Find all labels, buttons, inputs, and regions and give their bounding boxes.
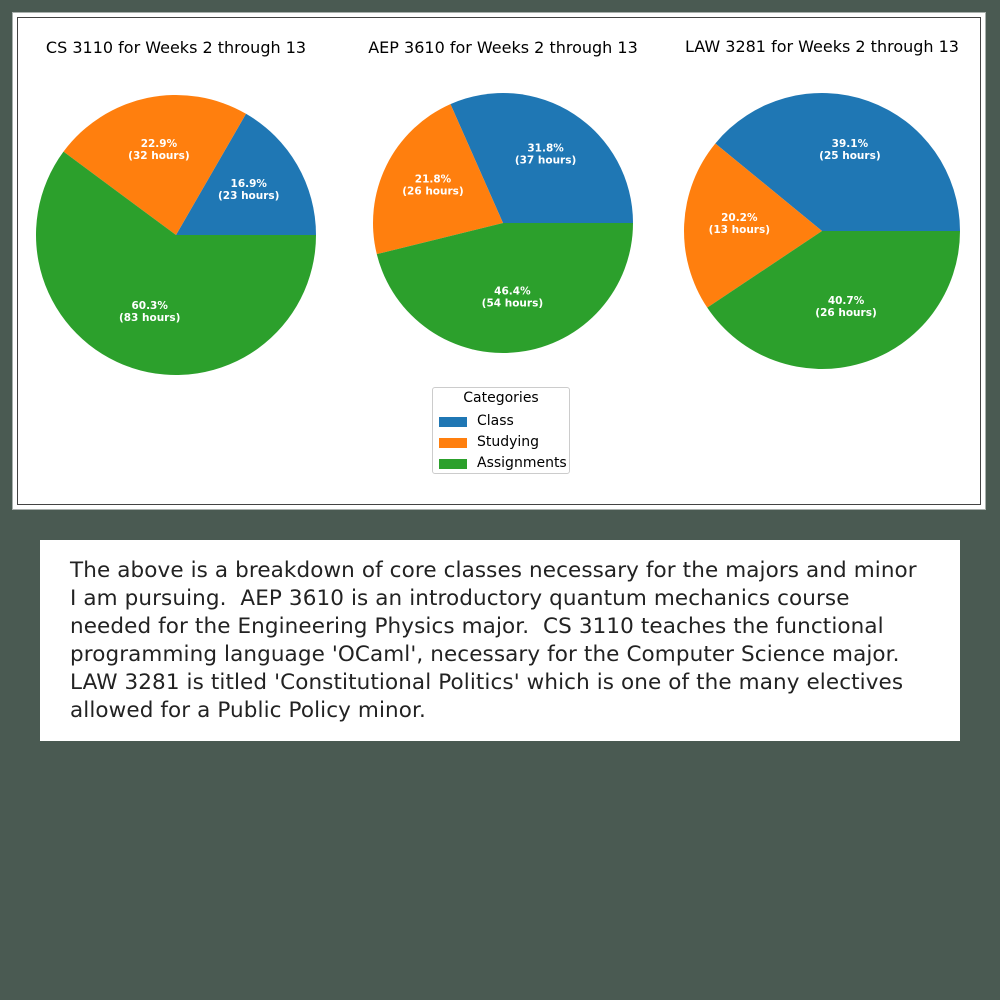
pie-slice-assignments xyxy=(376,223,633,353)
legend-swatch-studying xyxy=(439,438,467,448)
slice-label-class: 39.1% (25 hours) xyxy=(819,138,880,162)
slice-percent-label: 39.1% xyxy=(832,138,869,150)
pie-chart-title: AEP 3610 for Weeks 2 through 13 xyxy=(368,38,638,57)
pie-chart-1: 16.9% (23 hours) 22.9% (32 hours) 60.3% (83 h… xyxy=(35,38,316,375)
slice-percent-label: 31.8% xyxy=(527,143,564,155)
pie-chart-title: LAW 3281 for Weeks 2 through 13 xyxy=(685,37,959,56)
legend: Categories Class Studying Assignments xyxy=(432,387,570,474)
slice-percent-label: 16.9% xyxy=(231,178,268,190)
legend-swatch-class xyxy=(439,417,467,427)
legend-label-assignments: Assignments xyxy=(477,455,567,471)
slice-hours-label: (23 hours) xyxy=(218,190,279,202)
pie-chart-3: 39.1% (25 hours) 20.2% (13 hours) 40.7% (26 h… xyxy=(684,37,960,370)
slice-label-assignments: 46.4% (54 hours) xyxy=(482,285,543,309)
slice-percent-label: 60.3% xyxy=(131,300,168,312)
slice-label-class: 16.9% (23 hours) xyxy=(218,178,279,202)
pie-slice-class xyxy=(715,93,960,231)
slice-hours-label: (54 hours) xyxy=(482,297,543,309)
pie-slice-studying xyxy=(373,104,503,255)
pie-slice-class xyxy=(176,113,316,235)
pie-slice-studying xyxy=(63,95,247,235)
slice-label-studying: 20.2% (13 hours) xyxy=(709,212,770,236)
pie-slice-assignments xyxy=(707,231,960,370)
slice-hours-label: (26 hours) xyxy=(402,186,463,198)
slice-hours-label: (37 hours) xyxy=(515,155,576,167)
slice-label-studying: 21.8% (26 hours) xyxy=(402,174,463,198)
slice-label-assignments: 60.3% (83 hours) xyxy=(119,300,180,324)
slice-hours-label: (13 hours) xyxy=(709,224,770,236)
slice-percent-label: 46.4% xyxy=(494,285,531,297)
legend-label-studying: Studying xyxy=(477,434,540,450)
slice-percent-label: 20.2% xyxy=(721,212,758,224)
legend-title: Categories xyxy=(463,390,539,406)
pie-chart-title: CS 3110 for Weeks 2 through 13 xyxy=(46,38,306,57)
pie-slice-assignments xyxy=(35,151,316,375)
slice-label-class: 31.8% (37 hours) xyxy=(515,143,576,167)
pie-slice-studying xyxy=(684,143,822,308)
slice-hours-label: (26 hours) xyxy=(815,307,876,319)
slice-hours-label: (83 hours) xyxy=(119,312,180,324)
pie-charts-svg: 16.9% (23 hours) 22.9% (32 hours) 60.3% (83 h… xyxy=(35,37,960,375)
slice-percent-label: 21.8% xyxy=(415,174,452,186)
caption-text: The above is a breakdown of core classes… xyxy=(70,558,917,723)
slice-hours-label: (32 hours) xyxy=(128,150,189,162)
slice-hours-label: (25 hours) xyxy=(819,150,880,162)
legend-swatch-assignments xyxy=(439,459,467,469)
slice-percent-label: 22.9% xyxy=(141,138,178,150)
pie-slice-class xyxy=(450,92,633,223)
pie-chart-2: 31.8% (37 hours) 21.8% (26 hours) 46.4% (54 h… xyxy=(368,38,638,353)
caption-box: The above is a breakdown of core classes… xyxy=(40,540,960,741)
legend-label-class: Class xyxy=(477,413,514,429)
chart-figure: 16.9% (23 hours) 22.9% (32 hours) 60.3% (83 h… xyxy=(12,12,986,510)
chart-border xyxy=(17,17,981,505)
slice-label-assignments: 40.7% (26 hours) xyxy=(815,295,876,319)
slice-label-studying: 22.9% (32 hours) xyxy=(128,138,189,162)
slice-percent-label: 40.7% xyxy=(828,295,865,307)
